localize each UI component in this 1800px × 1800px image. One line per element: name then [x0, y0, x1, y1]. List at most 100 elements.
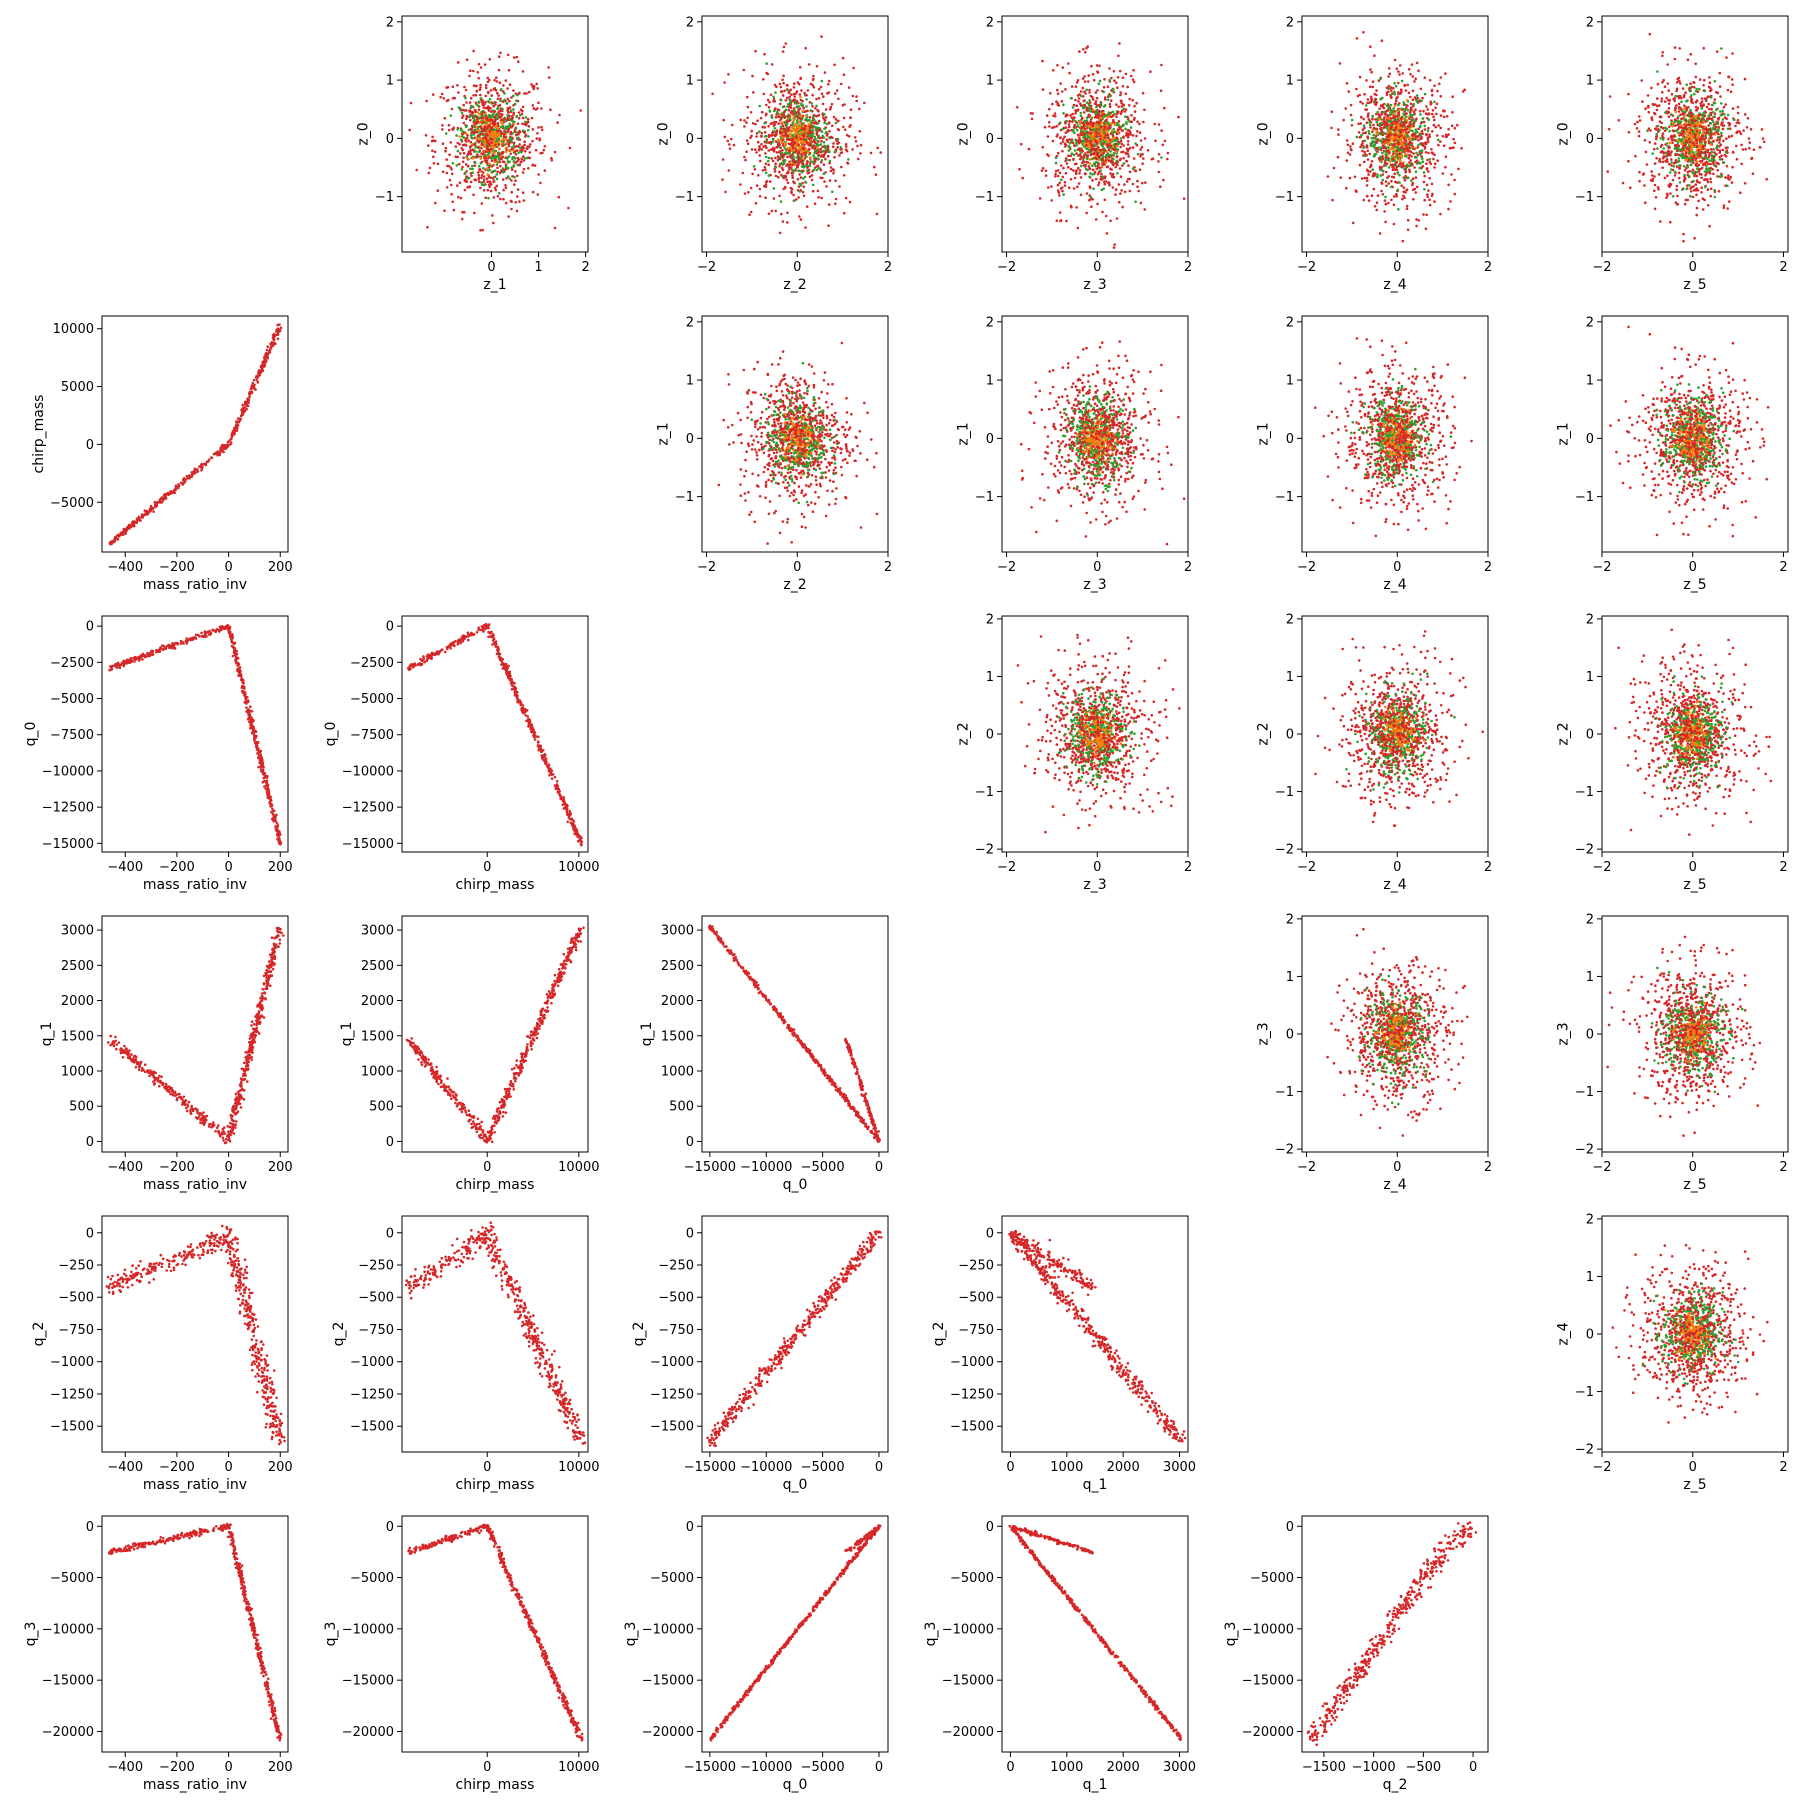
scatter-point	[468, 151, 472, 154]
scatter-point	[815, 64, 819, 68]
scatter-point	[477, 62, 481, 66]
scatter-point	[1345, 82, 1349, 85]
scatter-point	[1078, 157, 1082, 161]
scatter-point	[1101, 113, 1104, 116]
scatter-point	[822, 95, 825, 98]
scatter-point	[812, 168, 816, 172]
scatter-point	[1088, 88, 1091, 92]
scatter-point	[1128, 189, 1132, 193]
scatter-point	[500, 88, 503, 91]
scatter-point	[464, 88, 468, 92]
scatter-point	[849, 108, 853, 111]
scatter-point	[817, 150, 821, 154]
scatter-point	[1094, 164, 1097, 168]
scatter-point	[787, 108, 791, 112]
scatter-point	[820, 79, 824, 83]
scatter-point	[467, 152, 470, 156]
scatter-point	[1363, 150, 1366, 154]
scatter-point	[1407, 147, 1411, 150]
scatter-point	[458, 181, 462, 185]
scatter-point	[1411, 145, 1415, 148]
scatter-point	[1365, 121, 1369, 124]
scatter-point	[465, 170, 469, 173]
scatter-point	[1079, 111, 1083, 115]
scatter-point	[527, 90, 531, 94]
scatter-point	[1093, 151, 1096, 155]
scatter-point	[461, 132, 465, 136]
scatter-point	[1383, 116, 1386, 119]
scatter-point	[789, 134, 792, 137]
scatter-point	[1061, 90, 1064, 93]
scatter-point	[1135, 134, 1138, 138]
scatter-point	[1398, 174, 1401, 177]
scatter-point	[1450, 173, 1453, 176]
scatter-point	[487, 176, 491, 179]
scatter-point	[1113, 130, 1117, 134]
scatter-point	[1431, 109, 1435, 112]
scatter-point	[1365, 79, 1368, 82]
scatter-point	[460, 217, 464, 221]
scatter-point	[816, 126, 819, 129]
scatter-point	[879, 151, 882, 154]
scatter-point	[782, 127, 785, 130]
scatter-point	[496, 170, 499, 174]
scatter-point	[477, 145, 480, 149]
scatter-point	[769, 140, 772, 144]
scatter-point	[1405, 133, 1409, 137]
scatter-point	[540, 128, 544, 132]
scatter-point	[461, 116, 464, 119]
scatter-point	[772, 130, 776, 133]
scatter-point	[492, 176, 495, 179]
scatter-point	[782, 160, 786, 164]
scatter-point	[1086, 122, 1090, 126]
scatter-point	[472, 157, 475, 160]
scatter-point	[487, 166, 491, 169]
scatter-point	[1453, 126, 1457, 130]
scatter-point	[1056, 92, 1060, 95]
scatter-point	[804, 153, 807, 157]
scatter-point	[1404, 139, 1408, 143]
scatter-point	[477, 173, 481, 177]
scatter-point	[782, 45, 786, 49]
scatter-point	[772, 95, 775, 99]
scatter-point	[1361, 140, 1365, 143]
scatter-point	[540, 107, 543, 110]
scatter-point	[1391, 92, 1394, 95]
scatter-point	[1061, 66, 1065, 69]
scatter-point	[836, 119, 840, 123]
scatter-point	[556, 121, 559, 124]
scatter-point	[1096, 153, 1099, 157]
scatter-point	[462, 151, 466, 155]
scatter-point	[1392, 195, 1396, 198]
scatter-point	[1090, 149, 1093, 152]
scatter-point	[764, 162, 768, 166]
scatter-point	[786, 181, 790, 185]
scatter-point	[833, 63, 836, 67]
scatter-point	[1397, 103, 1400, 107]
scatter-point	[486, 80, 490, 84]
scatter-point	[1112, 136, 1116, 140]
scatter-point	[455, 164, 459, 167]
scatter-point	[1107, 181, 1110, 184]
scatter-point	[1093, 102, 1097, 105]
scatter-point	[480, 152, 483, 155]
scatter-point	[579, 109, 582, 112]
scatter-point	[1079, 164, 1083, 168]
scatter-point	[1142, 120, 1145, 124]
scatter-point	[488, 162, 491, 165]
scatter-point	[805, 162, 809, 166]
scatter-point	[745, 121, 748, 124]
scatter-point	[482, 167, 485, 170]
scatter-point	[1103, 136, 1106, 139]
scatter-point	[1056, 183, 1060, 187]
scatter-point	[771, 140, 774, 144]
scatter-point	[1121, 205, 1124, 209]
scatter-point	[791, 143, 795, 146]
scatter-point	[491, 214, 494, 217]
scatter-point	[1400, 184, 1403, 187]
scatter-point	[1095, 135, 1098, 138]
scatter-point	[1074, 126, 1077, 129]
scatter-point	[512, 141, 516, 145]
scatter-point	[1411, 89, 1415, 93]
scatter-point	[484, 129, 488, 133]
